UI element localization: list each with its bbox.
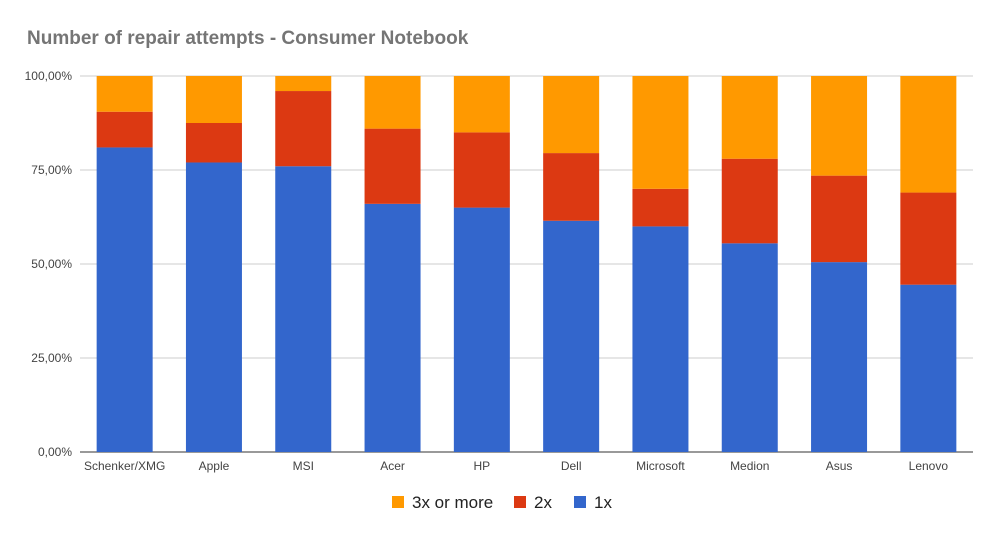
x-tick-label: MSI bbox=[293, 459, 314, 473]
x-tick-label: Microsoft bbox=[636, 459, 685, 473]
bar-segment-1x bbox=[364, 203, 421, 452]
bar-segment-2x bbox=[364, 128, 421, 204]
bar-segment-1x bbox=[721, 243, 778, 452]
y-tick-label: 100,00% bbox=[25, 69, 73, 83]
legend-swatch-2x bbox=[514, 496, 526, 508]
y-tick-label: 25,00% bbox=[31, 351, 72, 365]
legend-label-2x: 2x bbox=[534, 493, 552, 512]
x-tick-label: HP bbox=[474, 459, 491, 473]
x-tick-label: Apple bbox=[199, 459, 230, 473]
x-tick-label: Lenovo bbox=[909, 459, 949, 473]
bar-segment-2x bbox=[632, 188, 689, 227]
bar-segment-2x bbox=[721, 158, 778, 244]
x-tick-label: Asus bbox=[826, 459, 853, 473]
legend-label-3x-or-more: 3x or more bbox=[412, 493, 493, 512]
bar-segment-1x bbox=[275, 166, 332, 453]
bar-segment-1x bbox=[632, 226, 689, 452]
bar-segment-2x bbox=[96, 111, 153, 148]
legend-label-1x: 1x bbox=[594, 493, 612, 512]
bar-segment-1x bbox=[811, 262, 868, 452]
bar-segment-3x-or-more bbox=[811, 76, 868, 176]
bar-segment-2x bbox=[900, 192, 957, 285]
y-tick-label: 75,00% bbox=[31, 163, 72, 177]
bar-segment-2x bbox=[185, 123, 242, 163]
x-tick-label: Dell bbox=[561, 459, 582, 473]
bar-segment-2x bbox=[543, 153, 600, 221]
bar-segment-3x-or-more bbox=[721, 76, 778, 159]
bar-segment-3x-or-more bbox=[96, 76, 153, 112]
bar-segment-3x-or-more bbox=[364, 76, 421, 129]
bar-segment-3x-or-more bbox=[275, 76, 332, 92]
bar-segment-3x-or-more bbox=[185, 76, 242, 123]
y-tick-label: 50,00% bbox=[31, 257, 72, 271]
x-tick-label: Acer bbox=[380, 459, 405, 473]
bar-segment-1x bbox=[185, 162, 242, 453]
bar-segment-1x bbox=[543, 220, 600, 452]
y-tick-label: 0,00% bbox=[38, 445, 72, 459]
bar-segment-2x bbox=[811, 175, 868, 263]
legend-swatch-3x-or-more bbox=[392, 496, 404, 508]
bar-segment-3x-or-more bbox=[453, 76, 510, 133]
bar-segment-1x bbox=[453, 207, 510, 452]
bar-segment-1x bbox=[900, 284, 957, 452]
x-tick-label: Medion bbox=[730, 459, 769, 473]
bar-segment-3x-or-more bbox=[543, 76, 600, 154]
x-tick-label: Schenker/XMG bbox=[84, 459, 165, 473]
bar-segment-2x bbox=[275, 91, 332, 167]
bar-segment-1x bbox=[96, 147, 153, 452]
bar-segment-3x-or-more bbox=[632, 76, 689, 189]
chart-title: Number of repair attempts - Consumer Not… bbox=[27, 28, 469, 49]
bar-segment-2x bbox=[453, 132, 510, 208]
bar-segment-3x-or-more bbox=[900, 76, 957, 193]
legend-swatch-1x bbox=[574, 496, 586, 508]
